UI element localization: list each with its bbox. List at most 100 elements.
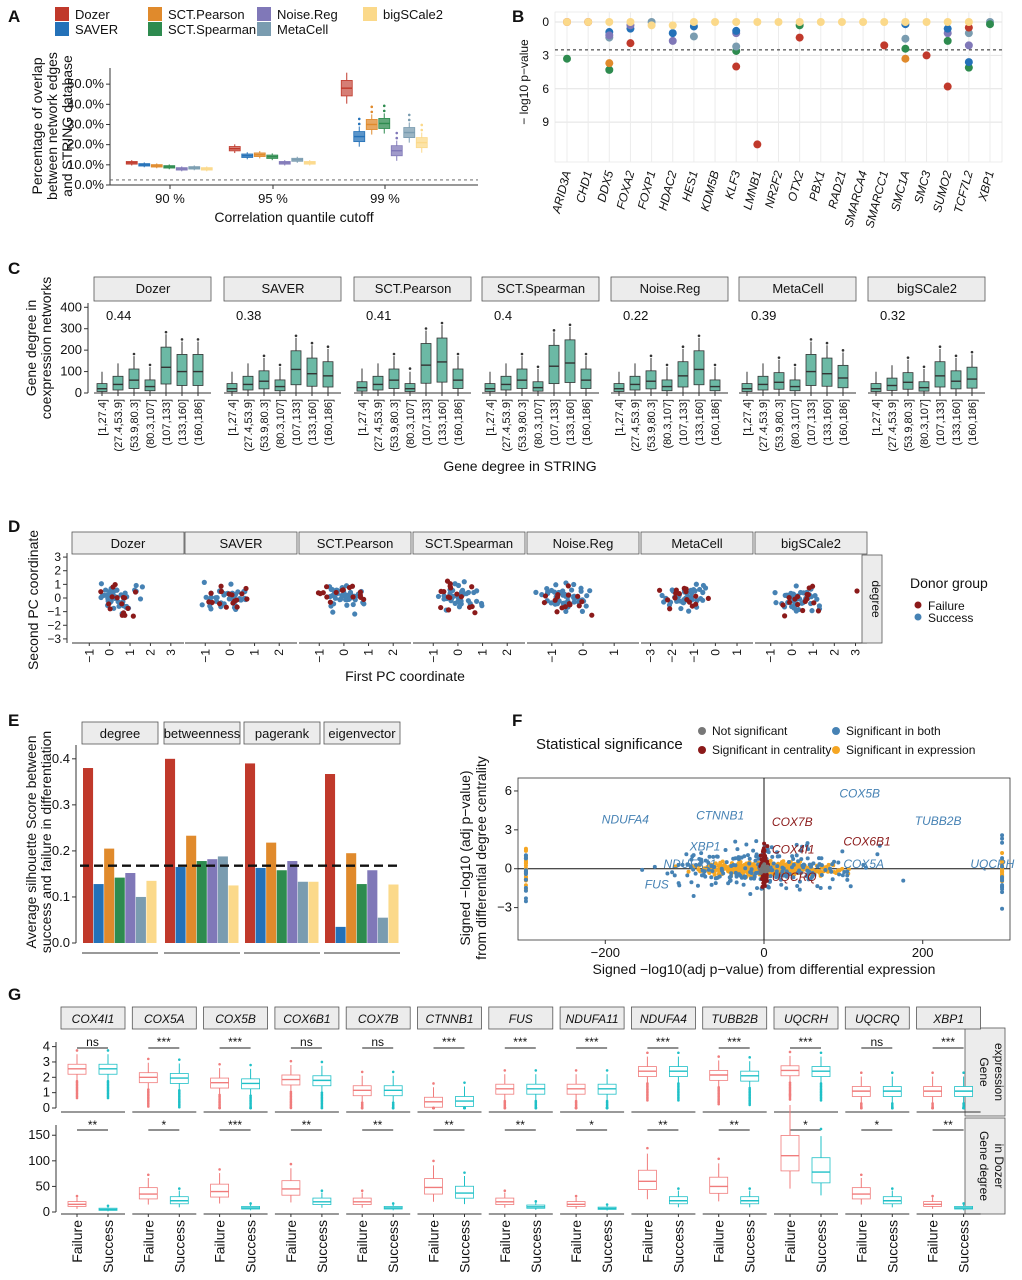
box-outlier (360, 1189, 364, 1193)
expression-box-success (383, 1070, 403, 1110)
box-5 (564, 323, 576, 393)
point-sig-both (775, 854, 780, 859)
point-failure (541, 599, 548, 606)
box-outlier (954, 354, 958, 358)
expression-box-success (811, 1051, 831, 1102)
point-sig-both (694, 862, 699, 867)
point-sig-both (799, 844, 804, 849)
box-2 (902, 356, 914, 393)
y-axis-title: − log10 p−value (517, 39, 531, 125)
x-tick-label: (160,186] (710, 399, 722, 445)
point-sig-both (861, 862, 866, 867)
box-outlier (605, 1069, 609, 1072)
box-outlier (697, 334, 701, 338)
point-sig-both (837, 872, 842, 877)
box-outlier (432, 1159, 435, 1163)
point-sig-expression (712, 872, 717, 877)
x-tick-label: 2 (386, 649, 400, 656)
box-outlier (262, 354, 266, 358)
facet-strip (184, 531, 298, 555)
x-tick-label: −1 (198, 649, 212, 663)
point-sct.spearman (605, 65, 614, 74)
point-failure (804, 591, 810, 598)
facet-strip (417, 1006, 482, 1030)
point-sig-both (754, 871, 759, 876)
y-tick-label: −3 (47, 632, 61, 646)
box-outlier (646, 1146, 649, 1150)
x-tick-label: (80.3,107] (533, 399, 545, 449)
point-failure (340, 587, 346, 593)
point-sig-both (676, 862, 681, 867)
point-sig-both (523, 877, 528, 882)
box-body (780, 1135, 800, 1172)
box-outlier (432, 1106, 435, 1110)
box-body (138, 1187, 158, 1200)
point-sig-both (1000, 836, 1005, 841)
point-sig-expression (696, 867, 701, 872)
correlation-annotation: 0.41 (366, 308, 391, 323)
y-axis-title: Signed −log10 (adj p−value) from differen… (457, 756, 489, 960)
x-tick-label: (133,160] (951, 399, 963, 445)
box-4 (934, 345, 946, 393)
box-body (226, 383, 238, 392)
point-failure (209, 599, 215, 606)
legend-label: Dozer (75, 7, 110, 22)
point-failure (350, 594, 356, 600)
facet-sct.pearson: SCT.Pearson 0.41 [1,27.4] (27.4,53.9] (53.9,… (353, 276, 472, 452)
expression-box-failure (424, 1082, 443, 1110)
sig-label-degree: ** (444, 1118, 454, 1132)
bar-noise.reg (287, 861, 298, 943)
point-sig-both (735, 847, 740, 852)
point-sig-both (806, 847, 811, 852)
facet-pagerank: pagerank (243, 721, 321, 954)
x-tick-label: [1,27.4] (485, 399, 497, 436)
gene-facet-cox4i1: COX4I1 ns ** Failure Success (60, 1006, 126, 1273)
point-sig-both (745, 853, 750, 858)
facet-strip (488, 1006, 554, 1030)
bar-bigscale2 (146, 880, 157, 943)
point-success (459, 587, 466, 593)
facet-strip (81, 721, 159, 745)
point-success (587, 588, 593, 594)
box-outlier (424, 327, 428, 330)
degree-box-failure (352, 1189, 372, 1208)
box-outlier (938, 345, 942, 349)
facet-bigscale2: bigSCale2 0.32 [1,27.4] (27.4,53.9] (53.9,80… (867, 276, 986, 452)
x-tick-label: (80.3,107] (145, 399, 157, 449)
point-sig-both (744, 842, 749, 847)
legend-label: Success (928, 611, 973, 625)
y-tick-label: 0 (505, 861, 512, 876)
point-failure (795, 594, 801, 600)
point-failure (469, 603, 475, 610)
point-sig-both (754, 839, 759, 844)
facet-strip (526, 531, 640, 555)
x-tick-label: (133,160] (822, 399, 834, 445)
box-6 (966, 350, 978, 393)
box-body (210, 1183, 230, 1198)
gene-label: RAD21 (825, 169, 849, 210)
y-tick-label: 3 (43, 1054, 50, 1069)
point-sig-both (714, 876, 719, 881)
degree-box-success (526, 1200, 546, 1210)
facet-strip (702, 1006, 768, 1030)
x-tick-label: −1 (687, 649, 701, 663)
x-tick-label: Success (171, 1220, 187, 1273)
box-1 (372, 363, 384, 393)
x-tick-label: −3 (643, 649, 657, 663)
box-outlier (178, 1105, 181, 1109)
point-failure (132, 589, 139, 595)
point-sig-both (523, 899, 528, 904)
box-outlier (75, 1049, 79, 1052)
box-outlier (574, 1069, 578, 1072)
correlation-annotation: 0.38 (236, 308, 261, 323)
box-outlier (503, 1189, 507, 1193)
facet-strip-label: betweenness (164, 726, 241, 741)
point-bigscale2 (668, 21, 677, 30)
box-body (789, 379, 801, 392)
box-6 (709, 363, 721, 393)
expression-box-success (740, 1056, 760, 1107)
expression-box-failure (851, 1071, 871, 1110)
facet-strip-label: Noise.Reg (553, 536, 614, 551)
row-strip (861, 554, 883, 644)
point-sig-centrality (765, 844, 770, 849)
